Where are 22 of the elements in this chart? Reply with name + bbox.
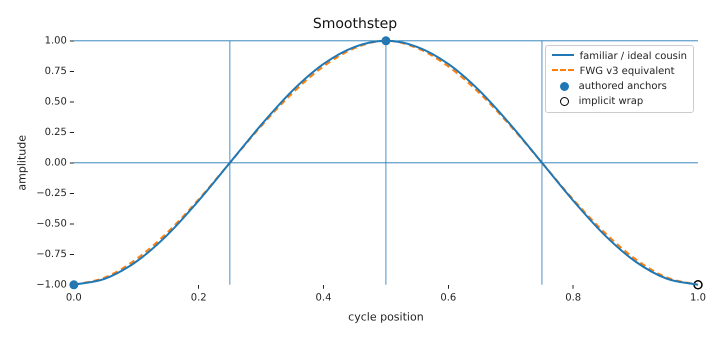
legend-label: familiar / ideal cousin bbox=[580, 50, 687, 64]
y-tick-label: 0.00 bbox=[44, 157, 67, 168]
y-tick-label: −0.50 bbox=[36, 218, 67, 230]
legend-label: authored anchors bbox=[578, 80, 667, 94]
legend-label: FWG v3 equivalent bbox=[580, 64, 675, 79]
x-tick-label: 0.8 bbox=[565, 292, 582, 304]
y-axis-title: amplitude bbox=[15, 134, 28, 191]
y-tick-label: 0.25 bbox=[44, 126, 67, 138]
x-tick-label: 0.0 bbox=[66, 292, 82, 304]
y-tick-label: −0.75 bbox=[36, 248, 67, 260]
y-tick-label: 0.75 bbox=[44, 66, 67, 77]
x-tick-label: 0.2 bbox=[190, 292, 207, 304]
x-tick-label: 0.6 bbox=[440, 292, 456, 304]
y-tick-label: 0.50 bbox=[44, 96, 67, 108]
x-axis-title: cycle position bbox=[348, 310, 424, 324]
legend-label: implicit wrap bbox=[578, 94, 644, 109]
x-tick-label: 0.4 bbox=[316, 292, 332, 304]
y-tick-label: 1.00 bbox=[44, 35, 67, 46]
y-tick-label: −1.00 bbox=[36, 279, 67, 290]
y-tick-label: −0.25 bbox=[36, 188, 67, 199]
chart-title: Smoothstep bbox=[312, 16, 398, 32]
x-tick-label: 1.0 bbox=[690, 292, 706, 304]
